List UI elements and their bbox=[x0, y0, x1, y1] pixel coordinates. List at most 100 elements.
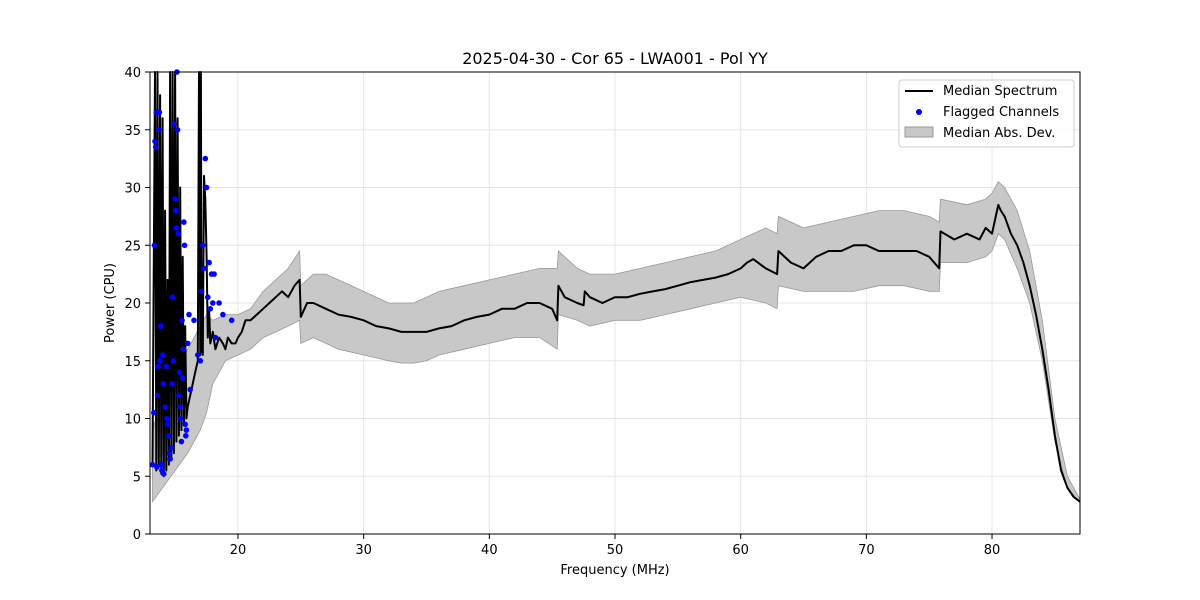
flagged-channel-point bbox=[170, 358, 177, 364]
flagged-channel-point bbox=[169, 381, 175, 387]
x-axis-ticks: 20 30 40 50 60 70 80 bbox=[230, 534, 1001, 558]
flagged-channel-point bbox=[201, 265, 207, 272]
x-tick-label: 30 bbox=[355, 543, 372, 558]
flagged-channel-point bbox=[164, 421, 171, 428]
flagged-channel-point bbox=[154, 464, 160, 470]
legend-flagged-marker bbox=[916, 109, 922, 115]
flagged-channel-point bbox=[181, 242, 188, 249]
y-tick-label: 10 bbox=[124, 413, 141, 428]
flagged-channel-point bbox=[155, 363, 161, 370]
flagged-channel-point bbox=[156, 109, 163, 116]
flagged-channel-point bbox=[163, 363, 170, 370]
flagged-channel-point bbox=[179, 317, 185, 324]
x-tick-label: 70 bbox=[858, 543, 875, 558]
flagged-channel-point bbox=[168, 444, 175, 451]
flagged-channel-point bbox=[157, 358, 163, 364]
flagged-channel-point bbox=[159, 352, 166, 358]
median-line-layer bbox=[151, 71, 1081, 503]
x-tick-label: 50 bbox=[607, 543, 624, 558]
flagged-channel-point bbox=[172, 196, 178, 202]
flagged-channel-point bbox=[174, 127, 181, 133]
flagged-channel-point bbox=[191, 317, 197, 324]
legend-mad-label: Median Abs. Dev. bbox=[943, 126, 1055, 141]
flagged-channel-point bbox=[205, 294, 211, 301]
flagged-channel-point bbox=[158, 461, 165, 468]
x-tick-label: 60 bbox=[732, 543, 749, 558]
flagged-channel-point bbox=[175, 230, 182, 237]
flagged-channel-point bbox=[156, 127, 162, 133]
y-axis-label: Power (CPU) bbox=[103, 263, 118, 343]
x-axis-label: Frequency (MHz) bbox=[560, 563, 669, 578]
median-spectrum-line bbox=[151, 71, 1081, 503]
legend-flagged-label: Flagged Channels bbox=[943, 105, 1059, 120]
y-axis-ticks: 0 5 10 15 20 25 30 35 40 bbox=[124, 66, 150, 543]
flagged-channel-point bbox=[220, 311, 226, 318]
flagged-channel-point bbox=[183, 427, 190, 433]
flagged-channel-point bbox=[197, 358, 204, 364]
legend: Median Spectrum Flagged Channels Median … bbox=[898, 79, 1075, 148]
y-tick-label: 5 bbox=[133, 470, 141, 485]
x-tick-label: 40 bbox=[481, 543, 498, 558]
flagged-channel-point bbox=[203, 184, 210, 191]
flagged-channel-point bbox=[157, 323, 164, 329]
flagged-channel-point bbox=[151, 242, 158, 249]
flagged-points-layer bbox=[149, 69, 235, 477]
flagged-channel-point bbox=[177, 404, 183, 410]
flagged-channel-point bbox=[178, 415, 184, 422]
flagged-channel-point bbox=[200, 242, 206, 249]
flagged-channel-point bbox=[173, 207, 179, 214]
legend-box bbox=[898, 79, 1075, 148]
flagged-channel-point bbox=[152, 144, 159, 150]
flagged-channel-point bbox=[195, 352, 201, 358]
flagged-channel-point bbox=[164, 415, 170, 422]
legend-median-label: Median Spectrum bbox=[943, 84, 1057, 99]
flagged-channel-point bbox=[183, 433, 189, 439]
flagged-channel-point bbox=[167, 456, 173, 462]
flagged-channel-point bbox=[198, 288, 205, 295]
flagged-channel-point bbox=[176, 392, 182, 399]
flagged-channel-point bbox=[212, 334, 219, 341]
flagged-channel-point bbox=[160, 381, 166, 387]
flagged-channel-point bbox=[206, 259, 212, 266]
x-tick-label: 80 bbox=[984, 543, 1001, 558]
y-tick-label: 15 bbox=[124, 355, 141, 370]
y-tick-label: 30 bbox=[124, 182, 141, 197]
flagged-channel-point bbox=[207, 306, 214, 312]
mad-band bbox=[152, 181, 1081, 504]
flagged-channel-point bbox=[173, 225, 180, 231]
flagged-channel-point bbox=[181, 219, 187, 225]
flagged-channel-point bbox=[161, 471, 167, 477]
flagged-channel-point bbox=[162, 404, 168, 410]
flagged-channel-point bbox=[179, 375, 186, 381]
flagged-channel-point bbox=[180, 346, 187, 353]
flagged-channel-point bbox=[182, 421, 188, 428]
flagged-channel-point bbox=[171, 121, 177, 127]
mad-band-layer bbox=[152, 181, 1081, 504]
flagged-channel-point bbox=[184, 340, 191, 347]
flagged-channel-point bbox=[202, 155, 209, 162]
flagged-channel-point bbox=[154, 392, 161, 399]
flagged-channel-point bbox=[176, 369, 183, 376]
flagged-channel-point bbox=[228, 317, 235, 324]
chart-title: 2025-04-30 - Cor 65 - LWA001 - Pol YY bbox=[462, 49, 768, 68]
x-tick-label: 20 bbox=[230, 543, 247, 558]
flagged-channel-point bbox=[187, 386, 193, 393]
flagged-channel-point bbox=[216, 300, 222, 306]
flagged-channel-point bbox=[151, 409, 157, 416]
flagged-channel-point bbox=[169, 294, 176, 301]
flagged-channel-point bbox=[166, 450, 173, 456]
flagged-channel-point bbox=[186, 311, 192, 318]
y-tick-label: 20 bbox=[124, 297, 141, 312]
y-tick-label: 35 bbox=[124, 124, 141, 139]
y-tick-label: 25 bbox=[124, 239, 141, 254]
flagged-channel-point bbox=[152, 138, 158, 145]
flagged-channel-point bbox=[211, 271, 217, 277]
flagged-channel-point bbox=[210, 300, 216, 306]
y-tick-label: 40 bbox=[124, 66, 141, 81]
flagged-channel-point bbox=[166, 433, 172, 439]
flagged-channel-point bbox=[149, 461, 156, 468]
legend-mad-swatch bbox=[904, 126, 934, 138]
flagged-channel-point bbox=[178, 438, 185, 445]
y-tick-label: 0 bbox=[133, 528, 141, 543]
